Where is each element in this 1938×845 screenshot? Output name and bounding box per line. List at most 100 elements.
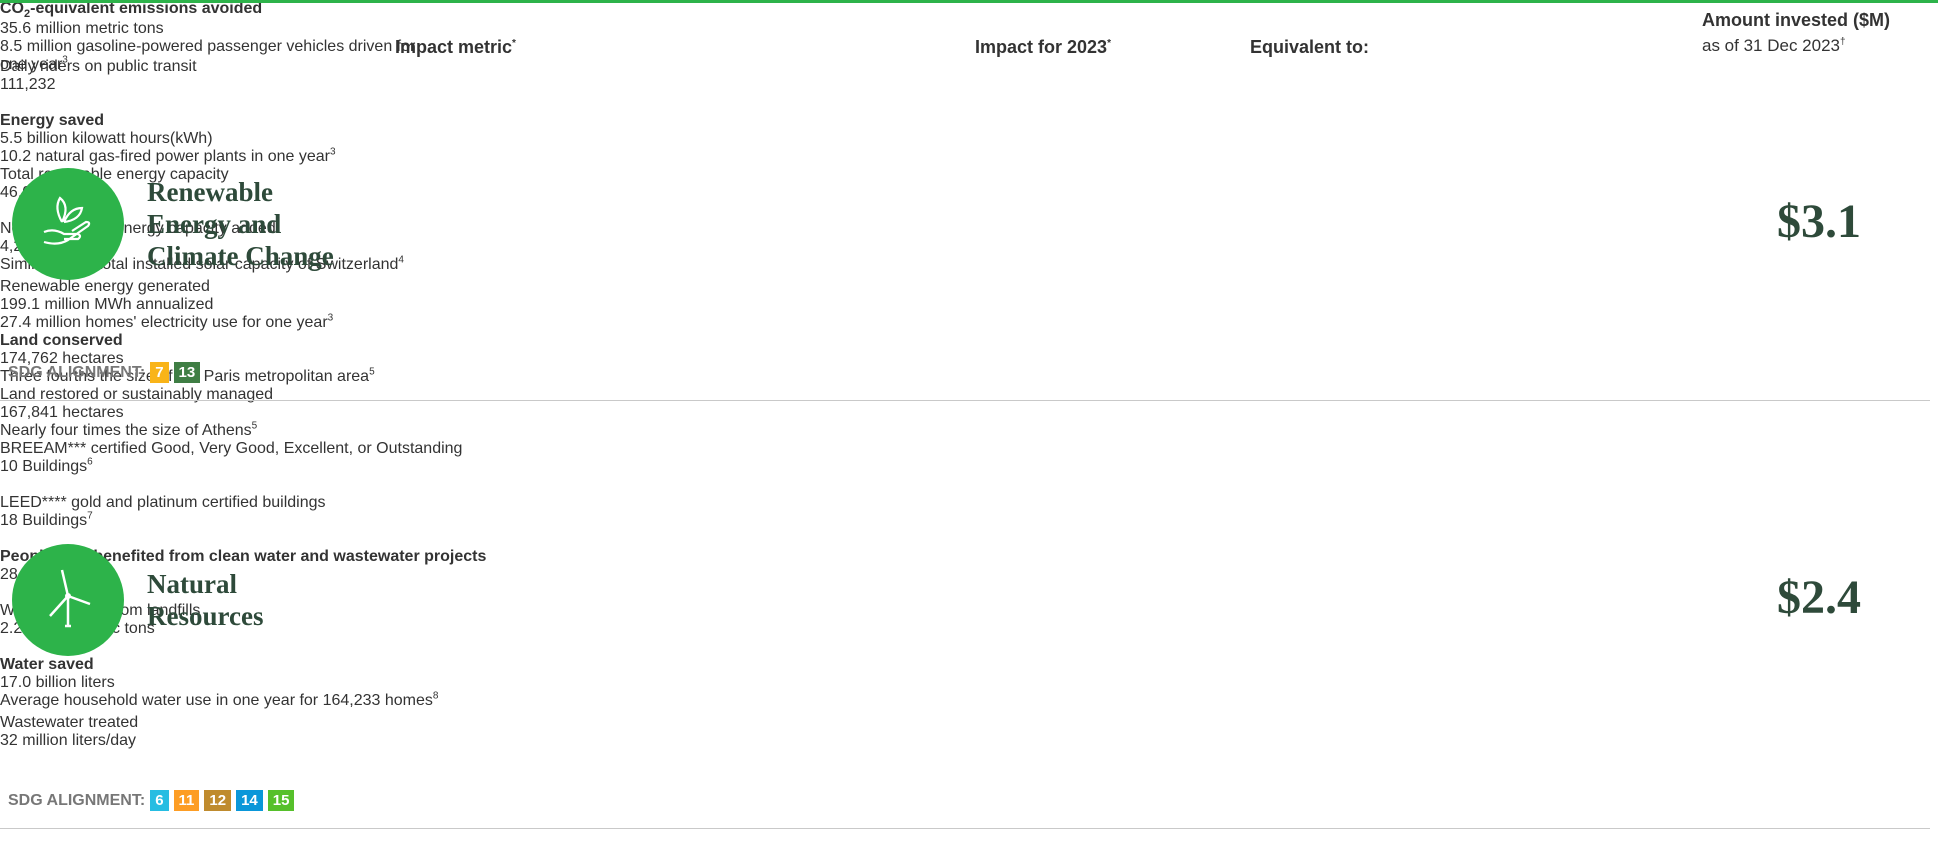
impact-wrap: 167,841 hectares bbox=[0, 404, 124, 421]
table-row: CO2-equivalent emissions avoided 35.6 mil… bbox=[0, 0, 1938, 73]
sdg-alignment: SDG ALIGNMENT: 7 13 bbox=[8, 362, 201, 383]
equiv-wrap: 8.5 million gasoline-powered passenger v… bbox=[0, 38, 415, 73]
impact: 174,762 hectares bbox=[0, 350, 124, 367]
equiv-cell: 10.2 natural gas-fired power plants in o… bbox=[0, 147, 440, 166]
metric-cell: Water saved bbox=[0, 656, 580, 674]
impact-cell: 111,232 bbox=[0, 76, 270, 94]
equivalent: Nearly four times the size of Athens bbox=[0, 422, 252, 439]
sdg-box: 6 bbox=[150, 790, 169, 811]
title-line: Natural bbox=[147, 569, 237, 599]
impact-wrap: 35.6 million metric tons bbox=[0, 20, 164, 37]
impact-note: 6 bbox=[87, 456, 93, 468]
table-row: Land restored or sustainably managed 167,… bbox=[0, 386, 1938, 440]
impact-cell: 10 Buildings6 bbox=[0, 456, 270, 476]
header-metric: Impact metric* bbox=[395, 37, 516, 58]
metric: Land restored or sustainably managed bbox=[0, 386, 274, 403]
equiv-wrap: 27.4 million homes' electricity use for … bbox=[0, 313, 333, 331]
header-equiv: Equivalent to: bbox=[1250, 37, 1370, 57]
impact: 18 Buildings bbox=[0, 512, 88, 529]
metric: Wastewater treated bbox=[0, 714, 139, 731]
mark: * bbox=[1107, 38, 1111, 49]
impact-cell: 35.6 million metric tons bbox=[0, 20, 270, 38]
impact-cell: 32 million liters/day bbox=[0, 732, 270, 750]
section-icon bbox=[12, 168, 124, 280]
equivalent: Average household water use in one year … bbox=[0, 692, 433, 709]
title-line: Renewable bbox=[147, 177, 273, 207]
table-row: LEED**** gold and platinum certified bui… bbox=[0, 494, 1938, 548]
impact-wrap: 111,232 bbox=[0, 76, 55, 93]
table-row: Water saved 17.0 billion liters Average ho… bbox=[0, 656, 1938, 714]
section-rule bbox=[0, 828, 1930, 829]
impact: 5.5 billion kilowatt hours(kWh) bbox=[0, 130, 213, 147]
sdg-box: 15 bbox=[267, 790, 295, 811]
sdg-label: SDG ALIGNMENT: bbox=[8, 791, 146, 809]
metric-cell: Land conserved bbox=[0, 332, 580, 350]
impact-cell: 5.5 billion kilowatt hours(kWh) bbox=[0, 130, 270, 148]
sdg-label: SDG ALIGNMENT: bbox=[8, 363, 146, 381]
metric: BREEAM*** certified Good, Very Good, Exc… bbox=[0, 440, 463, 457]
impact-cell: 167,841 hectares bbox=[0, 404, 270, 422]
metric-sub: 2 bbox=[24, 8, 31, 21]
metric-cell: Energy saved bbox=[0, 112, 580, 130]
equiv-note: 5 bbox=[369, 366, 375, 378]
table-row: BREEAM*** certified Good, Very Good, Exc… bbox=[0, 440, 1938, 494]
metric: LEED**** gold and platinum certified bui… bbox=[0, 494, 326, 511]
impact-note: 7 bbox=[87, 510, 93, 522]
metric-text: CO2-equivalent emissions avoided bbox=[0, 0, 262, 21]
title-line: Resources bbox=[147, 601, 264, 631]
metric: Water saved bbox=[0, 656, 94, 673]
amount: $2.4 bbox=[1777, 571, 1861, 624]
impact: 167,841 hectares bbox=[0, 404, 124, 421]
equiv-wrap: Average household water use in one year … bbox=[0, 690, 439, 709]
table-row: Energy saved 5.5 billion kilowatt hours(k… bbox=[0, 112, 1938, 166]
impact: 35.6 million metric tons bbox=[0, 20, 164, 38]
mark: * bbox=[512, 38, 516, 49]
impact-cell: 174,762 hectares bbox=[0, 350, 270, 368]
metric: Land conserved bbox=[0, 332, 123, 349]
top-rule bbox=[0, 0, 1938, 3]
impact-wrap: 32 million liters/day bbox=[0, 732, 136, 749]
impact-wrap: 18 Buildings7 bbox=[0, 510, 93, 529]
metric-cell: BREEAM*** certified Good, Very Good, Exc… bbox=[0, 440, 580, 458]
sdg-box: 7 bbox=[150, 362, 169, 383]
table-row: Renewable energy generated 199.1 million … bbox=[0, 278, 1938, 332]
section-icon bbox=[12, 544, 124, 656]
equiv-note: 5 bbox=[251, 420, 258, 432]
impact: 111,232 bbox=[0, 76, 56, 93]
section-rule bbox=[0, 400, 1930, 401]
text: Impact for 2023 bbox=[975, 37, 1108, 57]
equiv-wrap: 10.2 natural gas-fired power plants in o… bbox=[0, 147, 336, 165]
text: as of 31 Dec 2023 bbox=[1702, 36, 1840, 55]
metric-cell: Renewable energy generated bbox=[0, 278, 580, 296]
impact: 10 Buildings bbox=[0, 458, 88, 475]
sdg-alignment: SDG ALIGNMENT: 6 11 12 14 15 bbox=[8, 790, 295, 811]
metric: Energy saved bbox=[0, 112, 105, 129]
equiv-cell: 8.5 million gasoline-powered passenger v… bbox=[0, 38, 440, 74]
mark: † bbox=[1839, 36, 1846, 48]
metric-cell: People who benefited from clean water an… bbox=[0, 548, 580, 566]
amount-title: Amount invested ($M) bbox=[1702, 10, 1891, 30]
impact: 17.0 billion liters bbox=[0, 674, 115, 691]
metric: People who benefited from clean water an… bbox=[0, 548, 487, 565]
section-title: Natural Resources bbox=[147, 568, 263, 632]
sdg-box: 14 bbox=[236, 790, 263, 811]
equivalent: 27.4 million homes' electricity use for … bbox=[0, 314, 328, 331]
equiv-cell: 27.4 million homes' electricity use for … bbox=[0, 313, 440, 332]
metric: CO bbox=[0, 0, 24, 17]
metric-cell: Daily riders on public transit bbox=[0, 58, 580, 76]
metric: Daily riders on public transit bbox=[0, 58, 197, 75]
impact-wrap: 17.0 billion liters bbox=[0, 674, 115, 691]
impact-cell: 199.1 million MWh annualized bbox=[0, 296, 270, 314]
impact-wrap: 5.5 billion kilowatt hours(kWh) bbox=[0, 130, 213, 147]
equiv-note: 8 bbox=[432, 690, 439, 702]
table-row: People who benefited from clean water an… bbox=[0, 548, 1938, 602]
impact: 199.1 million MWh annualized bbox=[0, 296, 214, 313]
title-line: Energy and bbox=[147, 209, 282, 239]
impact-wrap: 10 Buildings6 bbox=[0, 456, 93, 475]
equiv-note: 3 bbox=[62, 54, 68, 66]
section-title: Renewable Energy and Climate Change bbox=[147, 176, 334, 272]
impact-cell: 17.0 billion liters bbox=[0, 674, 270, 692]
